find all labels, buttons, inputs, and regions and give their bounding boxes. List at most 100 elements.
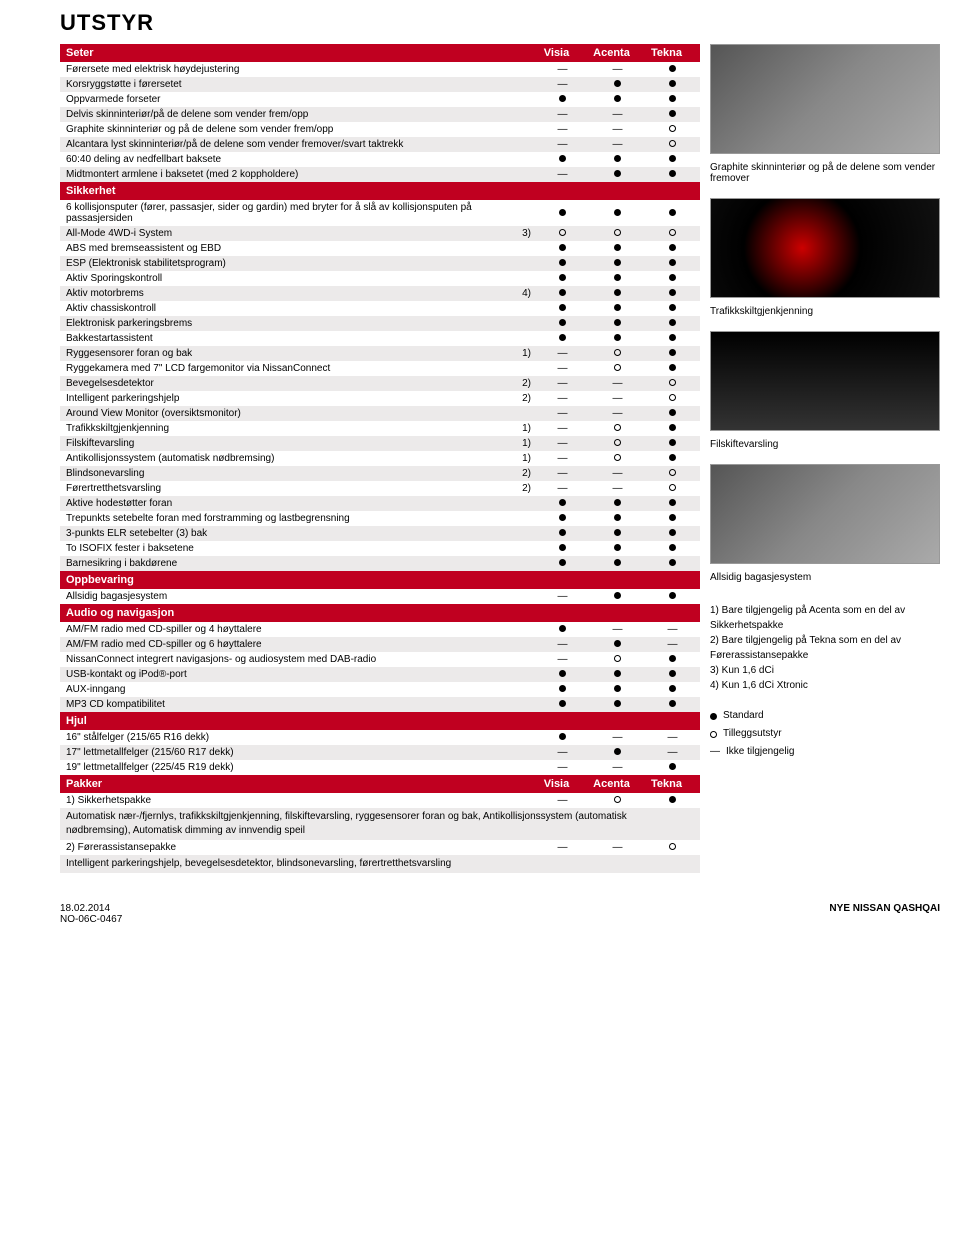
feature-value [645, 92, 700, 107]
feature-note: 1) [505, 436, 535, 451]
pakke-value: — [535, 793, 590, 808]
feature-value [645, 697, 700, 712]
feature-label: Ryggekamera med 7" LCD fargemonitor via … [60, 361, 505, 376]
feature-label: Graphite skinninteriør og på de delene s… [60, 122, 505, 137]
feature-note [505, 271, 535, 286]
feature-label: 3-punkts ELR setebelter (3) bak [60, 526, 505, 541]
feature-value [645, 346, 700, 361]
feature-value [645, 511, 700, 526]
feature-note [505, 556, 535, 571]
feature-value: — [590, 137, 645, 152]
feature-note [505, 622, 535, 637]
feature-note [505, 152, 535, 167]
feature-note [505, 667, 535, 682]
feature-value [645, 760, 700, 775]
feature-note [505, 62, 535, 77]
feature-value [645, 556, 700, 571]
page-title: UTSTYR [60, 10, 940, 36]
feature-value: — [535, 167, 590, 182]
image-seats [710, 44, 940, 154]
feature-table: AM/FM radio med CD-spiller og 4 høyttale… [60, 622, 700, 712]
feature-label: Alcantara lyst skinninteriør/på de delen… [60, 137, 505, 152]
table-row: Allsidig bagasjesystem— [60, 589, 700, 604]
feature-value: — [535, 652, 590, 667]
feature-note [505, 331, 535, 346]
pakke-value [645, 793, 700, 808]
feature-value [590, 286, 645, 301]
table-row: Ryggekamera med 7" LCD fargemonitor via … [60, 361, 700, 376]
feature-value [535, 667, 590, 682]
feature-label: 6 kollisjonsputer (fører, passasjer, sid… [60, 200, 505, 226]
feature-value [535, 556, 590, 571]
pakke-desc: Automatisk nær-/fjernlys, trafikkskiltgj… [60, 808, 700, 840]
feature-label: Bevegelsesdetektor [60, 376, 505, 391]
feature-note [505, 730, 535, 745]
legend-optional: Tilleggsutstyr [710, 725, 940, 743]
feature-value [590, 421, 645, 436]
footnote: 2) Bare tilgjengelig på Tekna som en del… [710, 633, 940, 663]
feature-value [535, 622, 590, 637]
feature-note [505, 745, 535, 760]
footnotes: 1) Bare tilgjengelig på Acenta som en de… [710, 603, 940, 693]
pakker-table: 1) Sikkerhetspakke—Automatisk nær-/fjern… [60, 793, 700, 873]
feature-label: Around View Monitor (oversiktsmonitor) [60, 406, 505, 421]
table-row: 3-punkts ELR setebelter (3) bak [60, 526, 700, 541]
feature-label: All-Mode 4WD-i System [60, 226, 505, 241]
feature-value [645, 496, 700, 511]
table-row: 2) Førerassistansepakke —— [60, 840, 700, 855]
feature-value [645, 62, 700, 77]
feature-value: — [535, 77, 590, 92]
feature-label: Ryggesensorer foran og bak [60, 346, 505, 361]
feature-value: — [590, 406, 645, 421]
pakke-value: — [590, 840, 645, 855]
feature-note: 2) [505, 481, 535, 496]
table-row: 17" lettmetallfelger (215/60 R17 dekk)—— [60, 745, 700, 760]
feature-table: 6 kollisjonsputer (fører, passasjer, sid… [60, 200, 700, 571]
table-row: Alcantara lyst skinninteriør/på de delen… [60, 137, 700, 152]
feature-value [535, 92, 590, 107]
feature-value: — [590, 622, 645, 637]
table-row: All-Mode 4WD-i System3) [60, 226, 700, 241]
table-row: Midtmontert armlene i baksetet (med 2 ko… [60, 167, 700, 182]
feature-value [590, 271, 645, 286]
feature-value: — [535, 421, 590, 436]
table-row: Graphite skinninteriør og på de delene s… [60, 122, 700, 137]
table-row: Antikollisjonssystem (automatisk nødbrem… [60, 451, 700, 466]
feature-note [505, 682, 535, 697]
caption-detector: Trafikkskiltgjenkjenning [710, 306, 940, 317]
table-row: Around View Monitor (oversiktsmonitor)—— [60, 406, 700, 421]
feature-note: 2) [505, 391, 535, 406]
feature-value: — [535, 346, 590, 361]
feature-value [645, 361, 700, 376]
feature-value: — [535, 637, 590, 652]
feature-label: NissanConnect integrert navigasjons- og … [60, 652, 505, 667]
table-row: MP3 CD kompatibilitet [60, 697, 700, 712]
table-row: Filskiftevarsling1)— [60, 436, 700, 451]
feature-note [505, 301, 535, 316]
feature-value: — [535, 122, 590, 137]
feature-value: — [535, 62, 590, 77]
table-row: Aktiv chassiskontroll [60, 301, 700, 316]
table-row: Trepunkts setebelte foran med forstrammi… [60, 511, 700, 526]
table-row: 6 kollisjonsputer (fører, passasjer, sid… [60, 200, 700, 226]
pakke-label: 2) Førerassistansepakke [60, 840, 505, 855]
image-traffic-sign [710, 198, 940, 298]
page-footer: 18.02.2014 NO-06C-0467 NYE NISSAN QASHQA… [0, 883, 960, 935]
feature-note [505, 526, 535, 541]
section-header: Audio og navigasjon [60, 604, 700, 622]
table-row: Korsryggstøtte i førersetet— [60, 77, 700, 92]
feature-label: AM/FM radio med CD-spiller og 4 høyttale… [60, 622, 505, 637]
feature-note [505, 316, 535, 331]
table-row: 1) Sikkerhetspakke— [60, 793, 700, 808]
feature-note [505, 122, 535, 137]
feature-label: Førersete med elektrisk høydejustering [60, 62, 505, 77]
caption-seats: Graphite skinninteriør og på de delene s… [710, 162, 940, 184]
feature-note [505, 589, 535, 604]
feature-label: Delvis skinninteriør/på de delene som ve… [60, 107, 505, 122]
feature-value [535, 152, 590, 167]
feature-value: — [645, 745, 700, 760]
feature-value: — [535, 466, 590, 481]
feature-value [535, 200, 590, 226]
pakke-value: — [535, 840, 590, 855]
feature-note [505, 760, 535, 775]
